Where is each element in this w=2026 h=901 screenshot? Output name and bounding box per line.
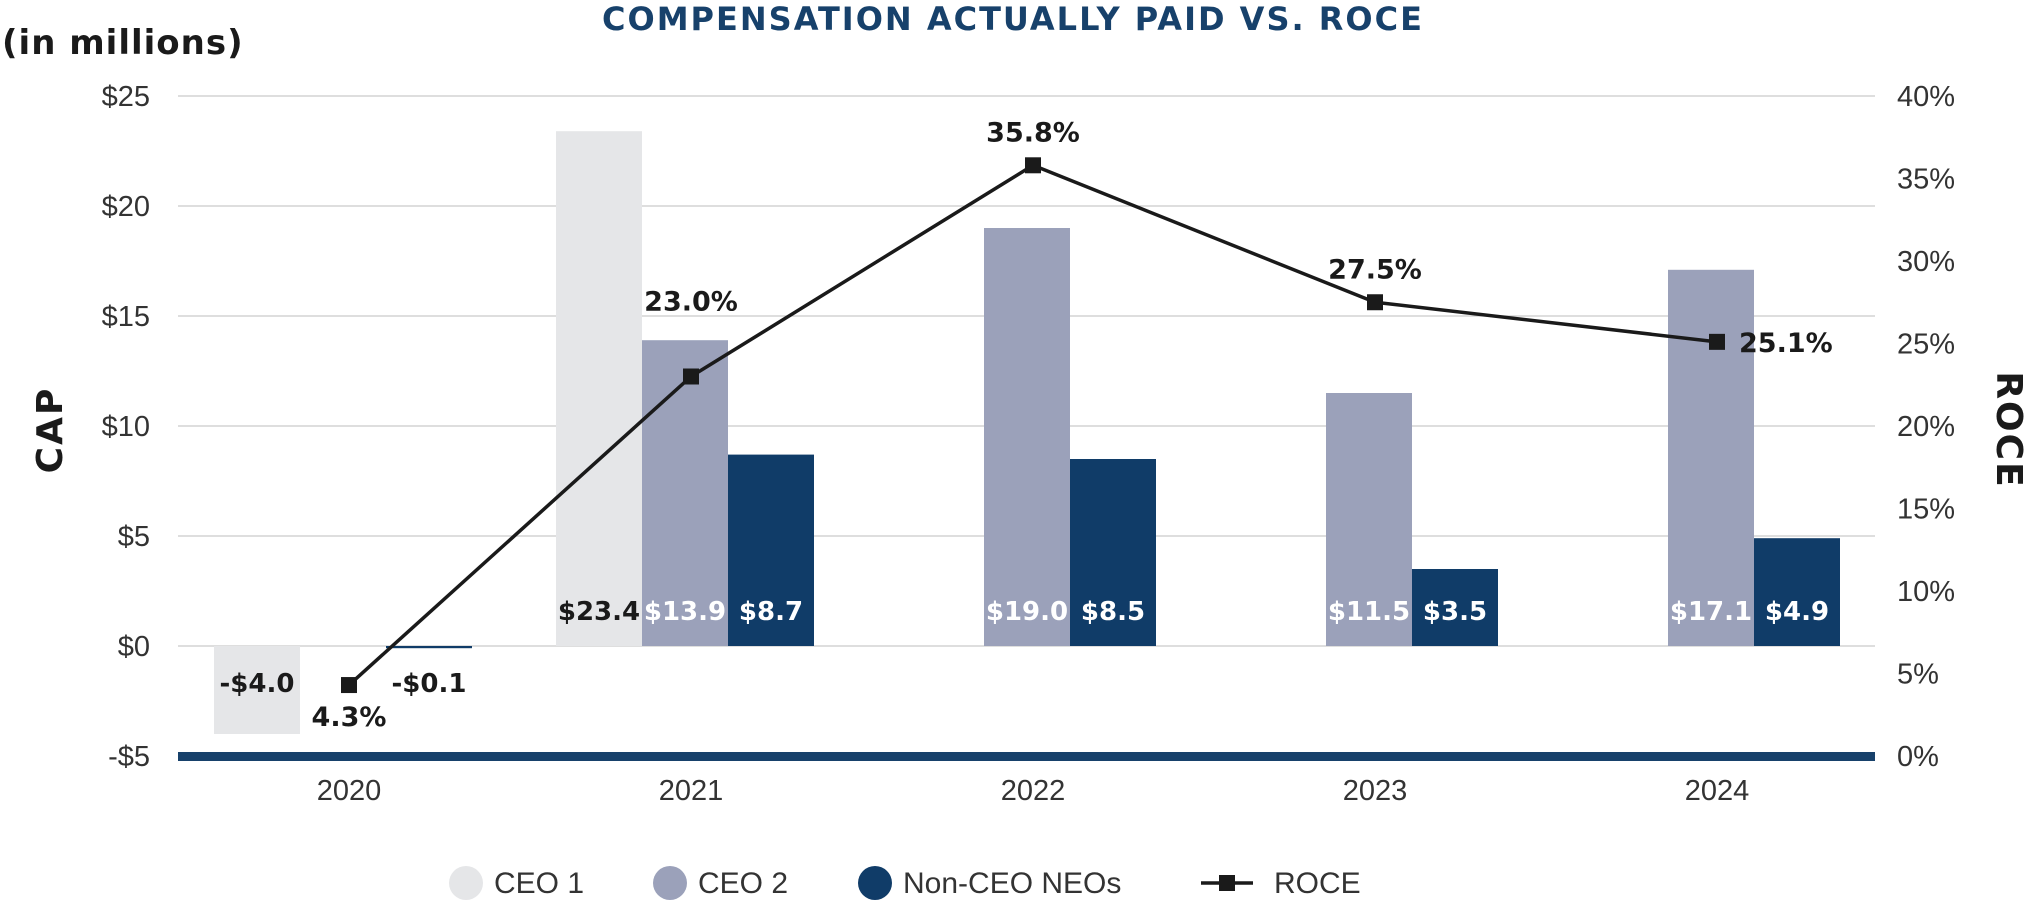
y2-tick-label: 10%	[1897, 576, 1955, 608]
roce-point-2024	[1709, 334, 1725, 350]
legend-item-roce: ROCE	[1201, 867, 1361, 900]
legend-label: ROCE	[1274, 867, 1361, 900]
data-label-non_ceo-2022: $8.5	[1081, 597, 1145, 627]
legend-item-ceo2: CEO 2	[653, 866, 788, 900]
bar-ceo2-2024	[1668, 270, 1754, 646]
y-axis-title: CAP	[30, 387, 71, 474]
chart-title: COMPENSATION ACTUALLY PAID VS. ROCE	[602, 0, 1424, 38]
x-category-label: 2022	[1001, 775, 1066, 807]
y2-tick-label: 35%	[1897, 164, 1955, 196]
bar-ceo2-2022	[984, 228, 1070, 646]
data-label-non_ceo-2020: -$0.1	[392, 669, 467, 699]
y-tick-label: -$5	[108, 741, 150, 773]
legend-label: Non-CEO NEOs	[903, 867, 1121, 900]
x-axis-line	[178, 752, 1875, 761]
bars	[214, 131, 1840, 734]
bar-non_ceo-2020	[386, 646, 472, 648]
roce-label-2021: 23.0%	[644, 287, 738, 318]
legend-label: CEO 1	[494, 867, 584, 900]
data-label-ceo1-2020: -$4.0	[220, 669, 295, 699]
y2-tick-label: 5%	[1897, 659, 1939, 691]
legend: CEO 1 CEO 2 Non-CEO NEOs ROCE	[449, 866, 1361, 900]
roce-point-2023	[1367, 294, 1383, 310]
x-category-label: 2024	[1685, 775, 1750, 807]
legend-swatch-ceo1	[449, 866, 483, 900]
y-tick-label: $5	[118, 521, 150, 553]
y-axis-ticks: $25 $20 $15 $10 $5 $0 -$5	[102, 81, 150, 773]
roce-label-2022: 35.8%	[986, 117, 1080, 148]
data-label-non_ceo-2021: $8.7	[739, 597, 803, 627]
roce-point-2021	[683, 369, 699, 385]
legend-swatch-non_ceo	[858, 866, 892, 900]
y-tick-label: $25	[102, 81, 150, 113]
y-tick-label: $0	[118, 631, 150, 663]
x-category-label: 2021	[659, 775, 724, 807]
y-tick-label: $20	[102, 191, 150, 223]
x-category-label: 2020	[317, 775, 382, 807]
legend-swatch-ceo2	[653, 866, 687, 900]
chart: COMPENSATION ACTUALLY PAID VS. ROCE (in …	[0, 0, 2026, 901]
data-label-ceo2-2023: $11.5	[1328, 597, 1410, 627]
roce-label-2023: 27.5%	[1328, 254, 1422, 285]
data-label-ceo1-2021: $23.4	[558, 597, 640, 627]
y2-tick-label: 25%	[1897, 329, 1955, 361]
y2-tick-label: 15%	[1897, 494, 1955, 526]
data-label-non_ceo-2023: $3.5	[1423, 597, 1487, 627]
y2-tick-label: 30%	[1897, 246, 1955, 278]
bar-non_ceo-2024	[1754, 538, 1840, 646]
x-axis-categories: 2020 2021 2022 2023 2024	[317, 775, 1750, 807]
y-tick-label: $15	[102, 301, 150, 333]
y-tick-label: $10	[102, 411, 150, 443]
x-category-label: 2023	[1343, 775, 1408, 807]
roce-point-2022	[1025, 157, 1041, 173]
legend-label: CEO 2	[698, 867, 788, 900]
legend-item-non_ceo: Non-CEO NEOs	[858, 866, 1121, 900]
data-label-ceo2-2024: $17.1	[1670, 597, 1752, 627]
legend-item-ceo1: CEO 1	[449, 866, 584, 900]
y2-axis-title: ROCE	[1988, 371, 2026, 488]
data-label-ceo2-2022: $19.0	[986, 597, 1068, 627]
legend-marker-roce	[1219, 875, 1235, 891]
y2-tick-label: 40%	[1897, 81, 1955, 113]
data-label-ceo2-2021: $13.9	[644, 597, 726, 627]
units-label: (in millions)	[2, 23, 244, 63]
y2-axis-ticks: 40% 35% 30% 25% 20% 15% 10% 5% 0%	[1897, 81, 1955, 773]
y2-tick-label: 0%	[1897, 741, 1939, 773]
x-axis-baseline	[178, 752, 1875, 761]
y2-tick-label: 20%	[1897, 411, 1955, 443]
data-label-non_ceo-2024: $4.9	[1765, 597, 1829, 627]
roce-label-2020: 4.3%	[312, 702, 387, 733]
bar-ceo1-2021	[556, 131, 642, 646]
roce-label-2024: 25.1%	[1739, 328, 1833, 359]
roce-point-2020	[341, 677, 357, 693]
